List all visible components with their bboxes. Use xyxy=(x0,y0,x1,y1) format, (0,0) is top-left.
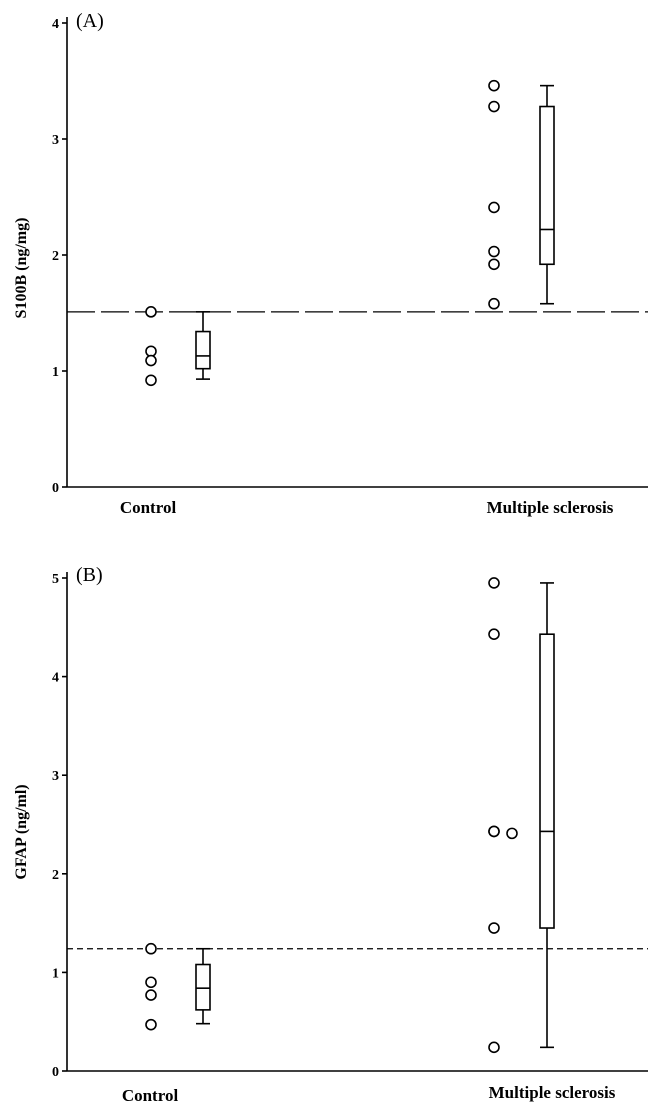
data-point xyxy=(488,628,500,641)
data-point xyxy=(488,1041,500,1054)
y-tick-label: 4 xyxy=(52,17,59,32)
data-point xyxy=(488,201,500,214)
category-label: Control xyxy=(122,1086,179,1105)
data-point xyxy=(488,245,500,258)
data-point xyxy=(145,942,157,955)
panel-b: (B) GFAP (ng/ml) Control Multiple sclero… xyxy=(13,564,648,1105)
box xyxy=(539,105,555,266)
box xyxy=(195,963,211,1011)
data-point xyxy=(506,827,518,840)
box xyxy=(539,633,555,929)
y-axis-label: GFAP (ng/ml) xyxy=(13,784,30,879)
y-tick-label: 1 xyxy=(52,365,59,380)
data-point xyxy=(145,989,157,1001)
y-tick-label: 3 xyxy=(52,769,59,784)
category-label: Multiple sclerosis xyxy=(489,1083,616,1102)
data-point xyxy=(145,354,157,367)
data-point xyxy=(488,825,500,838)
y-tick-label: 4 xyxy=(52,671,59,686)
data-point xyxy=(145,374,157,387)
category-label: Multiple sclerosis xyxy=(487,498,614,517)
y-tick-label: 1 xyxy=(52,966,59,981)
y-tick-label: 5 xyxy=(52,572,59,587)
data-point xyxy=(488,922,500,934)
data-point xyxy=(145,306,157,318)
data-point xyxy=(488,577,500,589)
box xyxy=(195,330,211,370)
y-tick-label: 3 xyxy=(52,133,59,148)
y-tick-label: 2 xyxy=(52,249,59,264)
y-tick-label: 0 xyxy=(52,1065,59,1080)
data-point xyxy=(488,297,500,310)
y-axis-label: S100B (ng/mg) xyxy=(13,218,30,319)
category-label: Control xyxy=(120,498,177,517)
data-point xyxy=(145,1018,157,1031)
data-point xyxy=(145,976,157,989)
data-point xyxy=(488,100,500,113)
panel-label: (A) xyxy=(76,10,104,32)
y-tick-label: 2 xyxy=(52,868,59,883)
data-point xyxy=(488,258,500,271)
y-tick-label: 0 xyxy=(52,481,59,496)
panel-a: (A) S100B (ng/mg) Control Multiple scler… xyxy=(13,10,648,517)
panel-label: (B) xyxy=(76,564,103,586)
data-point xyxy=(488,79,500,92)
